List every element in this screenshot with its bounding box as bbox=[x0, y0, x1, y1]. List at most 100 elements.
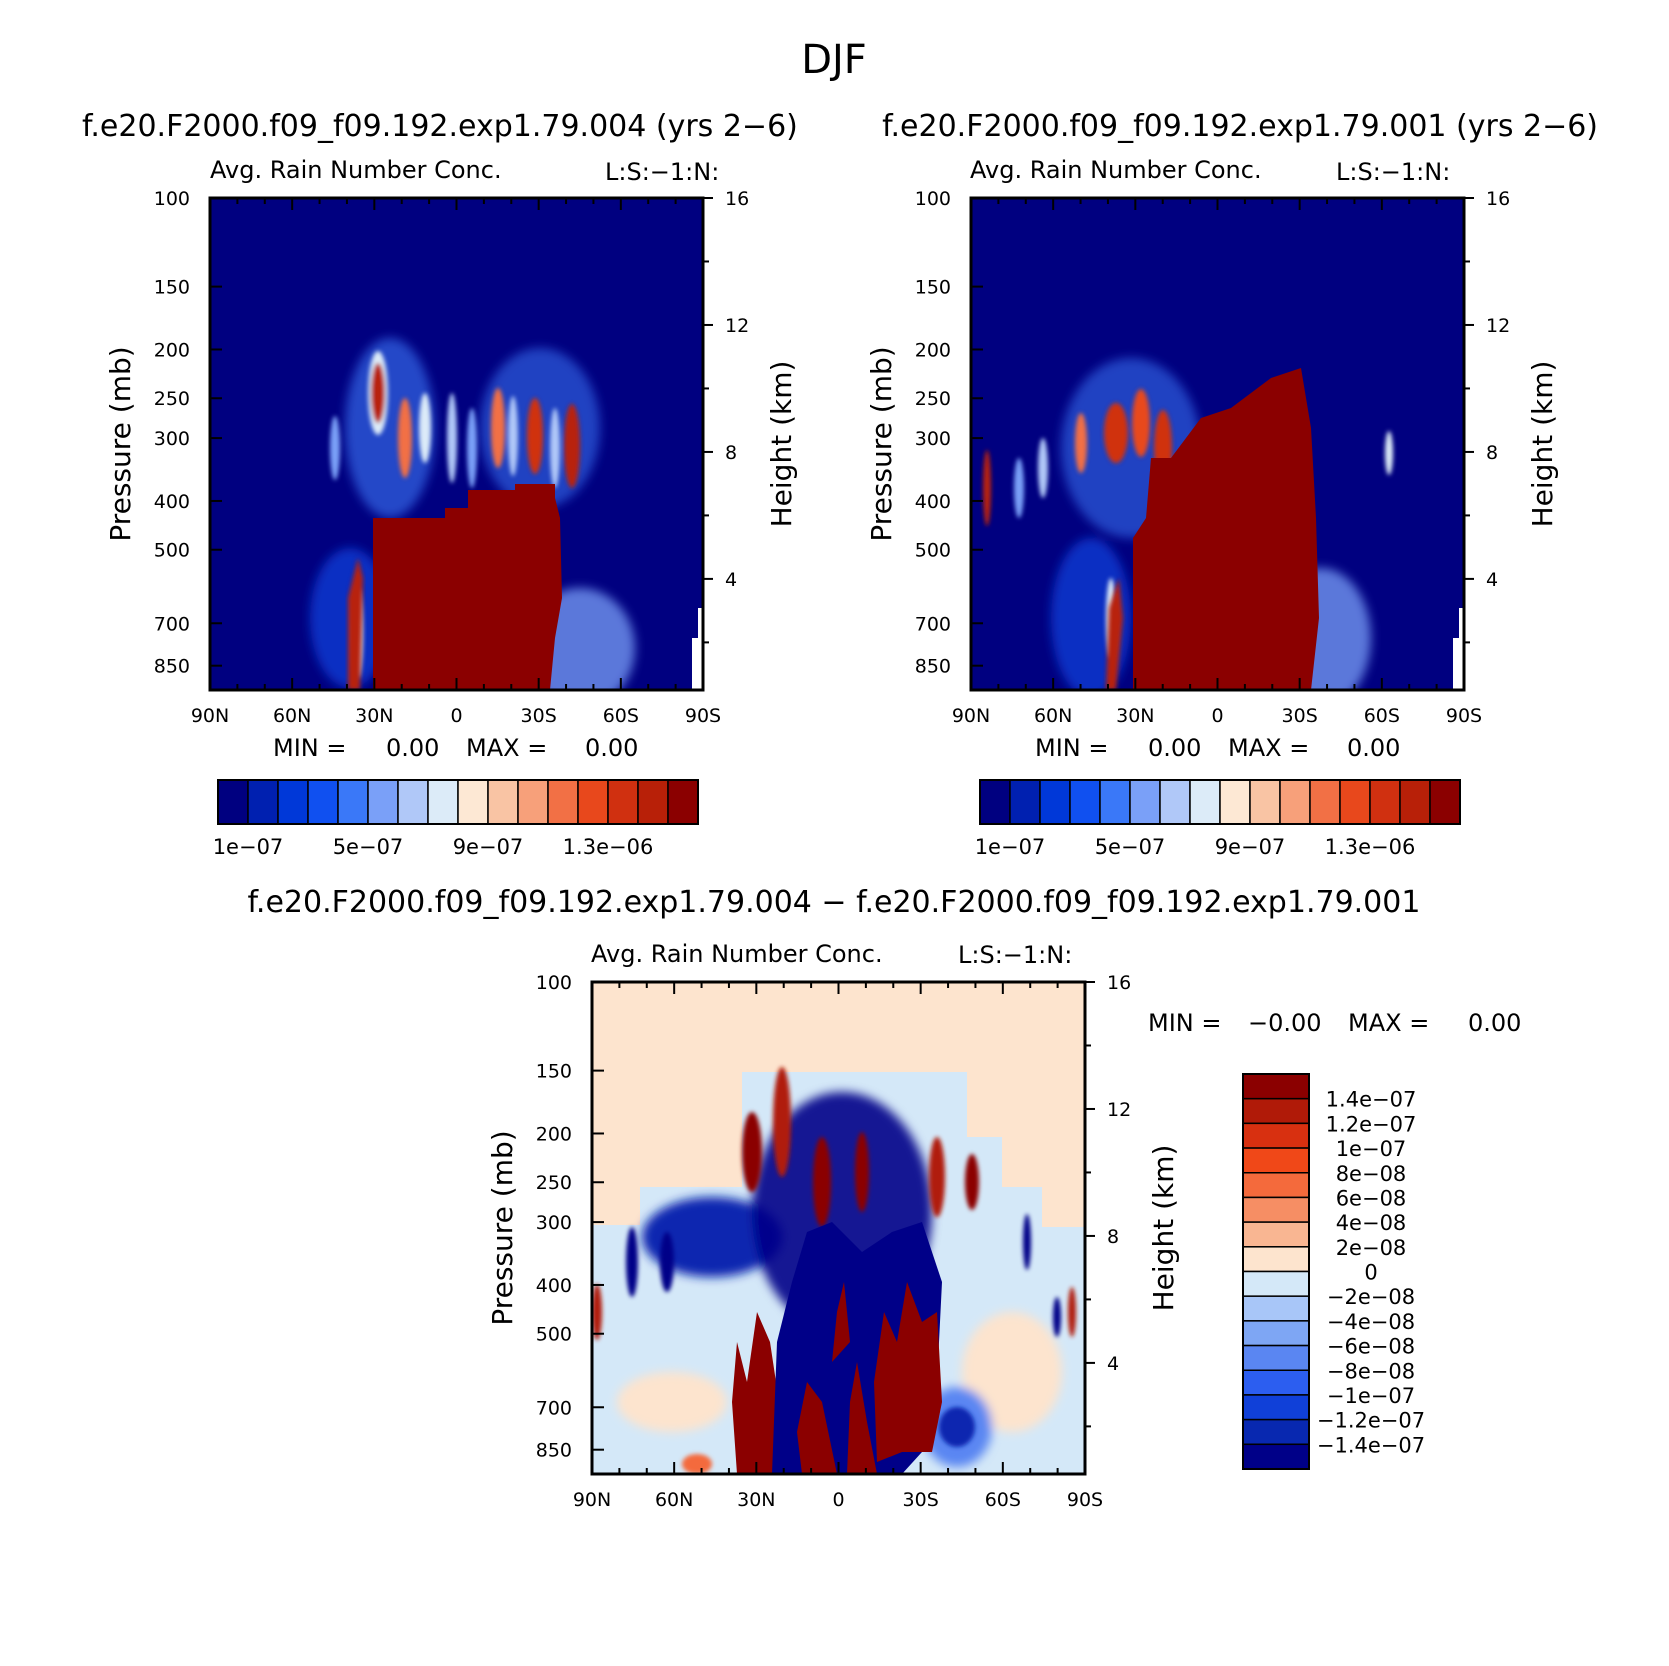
field-patch bbox=[929, 1137, 945, 1217]
colorbar-tick-label: 1e−07 bbox=[975, 835, 1046, 859]
y2-axis-label: Height (km) bbox=[1147, 1145, 1180, 1312]
colorbar-swatch bbox=[1242, 1270, 1310, 1297]
lat-tick-label: 60N bbox=[1034, 705, 1072, 727]
pressure-tick-label: 500 bbox=[154, 540, 190, 562]
axes-panel-0: 100 150 200 250 300 400 500 700 850 16 12 8 4 90N 60N 3… bbox=[104, 188, 798, 727]
panel-run-b: Avg. Rain Number Conc. L:S:−1:N: bbox=[969, 156, 1466, 859]
max-label: MAX = bbox=[1228, 734, 1309, 762]
lat-tick-label: 60N bbox=[655, 1489, 693, 1511]
colorbar-swatch bbox=[1069, 779, 1101, 825]
field-patch bbox=[508, 396, 518, 476]
field-patch bbox=[1075, 413, 1087, 473]
colorbar-tick-label: 1.4e−07 bbox=[1326, 1088, 1417, 1112]
lat-tick-label: 0 bbox=[450, 705, 462, 727]
colorbar-swatch bbox=[1159, 779, 1191, 825]
lat-tick-label: 60N bbox=[273, 705, 311, 727]
field-patch bbox=[742, 1112, 762, 1192]
max-value: 0.00 bbox=[1347, 734, 1400, 762]
colorbar-tick-label: −1.4e−07 bbox=[1317, 1433, 1425, 1457]
height-tick-label: 12 bbox=[1486, 315, 1510, 337]
colorbar-swatch bbox=[1189, 779, 1221, 825]
lat-tick-label: 90N bbox=[191, 705, 229, 727]
colorbar-swatch bbox=[1429, 779, 1461, 825]
pressure-tick-label: 150 bbox=[915, 277, 951, 299]
field-core bbox=[1106, 578, 1123, 690]
field-patch bbox=[962, 1312, 1062, 1432]
field-patch bbox=[1104, 403, 1128, 463]
field-patch bbox=[855, 1132, 869, 1212]
pressure-tick-label: 100 bbox=[154, 188, 190, 210]
colorbar-swatch bbox=[979, 779, 1011, 825]
field-core bbox=[373, 484, 562, 690]
lat-tick-label: 60S bbox=[985, 1489, 1021, 1511]
field-patch bbox=[642, 1197, 782, 1277]
field-core bbox=[832, 1282, 850, 1362]
colorbar-tick-label: −8e−08 bbox=[1327, 1359, 1415, 1383]
colorbar-tick-label: −2e−08 bbox=[1327, 1285, 1415, 1309]
max-value: 0.00 bbox=[585, 734, 638, 762]
field-core bbox=[348, 558, 363, 690]
pressure-tick-label: 300 bbox=[915, 428, 951, 450]
colorbar-swatch bbox=[1242, 1073, 1310, 1100]
lat-tick-label: 30S bbox=[1282, 705, 1318, 727]
field-patch bbox=[491, 388, 505, 468]
colorbar-tick-label: 5e−07 bbox=[1095, 835, 1166, 859]
pressure-tick-label: 100 bbox=[536, 972, 572, 994]
panel-difference: Avg. Rain Number Conc. L:S:−1:N: bbox=[590, 940, 1521, 1476]
colorbar-swatch bbox=[1242, 1147, 1310, 1174]
lat-tick-label: 30N bbox=[355, 705, 393, 727]
colorbar-swatch bbox=[1039, 779, 1071, 825]
colorbar-swatch bbox=[1242, 1443, 1310, 1470]
colorbar-difference: 1.4e−071.2e−071e−078e−086e−084e−082e−080… bbox=[1242, 1073, 1425, 1470]
colorbar-swatch bbox=[1309, 779, 1341, 825]
lat-tick-label: 0 bbox=[832, 1489, 844, 1511]
y2-axis-label: Height (km) bbox=[765, 361, 798, 528]
y2-axis-label: Height (km) bbox=[1526, 361, 1559, 528]
field-patch bbox=[939, 1407, 975, 1447]
pressure-tick-label: 500 bbox=[915, 540, 951, 562]
colorbar-tick-label: 9e−07 bbox=[1215, 835, 1286, 859]
pressure-tick-label: 150 bbox=[154, 277, 190, 299]
axes-panel-2: 100 150 200 250 300 400 500 700 850 16 12 8 4 90N 60N 3… bbox=[486, 972, 1180, 1511]
colorbar-tick-label: 1.3e−06 bbox=[563, 835, 654, 859]
colorbar-frame bbox=[217, 779, 699, 825]
height-tick-label: 16 bbox=[1486, 188, 1510, 210]
field-patch bbox=[330, 416, 340, 480]
min-value: −0.00 bbox=[1248, 1009, 1322, 1037]
y-axis-label: Pressure (mb) bbox=[865, 346, 898, 541]
height-tick-label: 4 bbox=[1107, 1353, 1119, 1375]
pressure-tick-label: 500 bbox=[536, 1324, 572, 1346]
height-tick-label: 4 bbox=[725, 569, 737, 591]
run-a-title: f.e20.F2000.f09_f09.192.exp1.79.004 (yrs… bbox=[82, 109, 798, 144]
lat-tick-label: 60S bbox=[603, 705, 639, 727]
missing-data bbox=[1453, 638, 1464, 690]
field-patch bbox=[813, 1137, 831, 1227]
colorbar-run-b: 1e−07 5e−07 9e−07 1.3e−06 bbox=[975, 779, 1461, 859]
axes-panel-1: 100 150 200 250 300 400 500 700 850 16 12 8 4 90N 60N 3… bbox=[865, 188, 1559, 727]
colorbar-tick-label: −1e−07 bbox=[1327, 1384, 1415, 1408]
colorbar-swatch bbox=[1242, 1221, 1310, 1248]
pressure-tick-label: 250 bbox=[154, 388, 190, 410]
colorbar-swatch bbox=[307, 779, 339, 825]
figure-title: DJF bbox=[801, 37, 867, 83]
lat-tick-label: 90S bbox=[1446, 705, 1482, 727]
panel-title: Avg. Rain Number Conc. bbox=[970, 156, 1262, 184]
colorbar-tick-label: 1.2e−07 bbox=[1326, 1112, 1417, 1136]
colorbar-swatch bbox=[1279, 779, 1311, 825]
corner-label: L:S:−1:N: bbox=[605, 158, 719, 186]
lat-tick-label: 30S bbox=[903, 1489, 939, 1511]
panel-title: Avg. Rain Number Conc. bbox=[210, 156, 502, 184]
colorbar-swatch bbox=[1242, 1196, 1310, 1223]
pressure-tick-label: 400 bbox=[154, 491, 190, 513]
colorbar-tick-label: 5e−07 bbox=[333, 835, 404, 859]
field-patch bbox=[592, 1284, 602, 1340]
colorbar-tick-label: 1e−07 bbox=[1336, 1137, 1407, 1161]
field-patch bbox=[419, 393, 431, 463]
colorbar-swatch bbox=[1242, 1369, 1310, 1396]
colorbar-swatch bbox=[1009, 779, 1041, 825]
field-patch bbox=[345, 338, 435, 518]
field-patch bbox=[398, 398, 412, 478]
colorbar-swatch bbox=[217, 779, 249, 825]
colorbar-tick-label: 8e−08 bbox=[1336, 1162, 1407, 1186]
min-label: MIN = bbox=[1035, 734, 1108, 762]
